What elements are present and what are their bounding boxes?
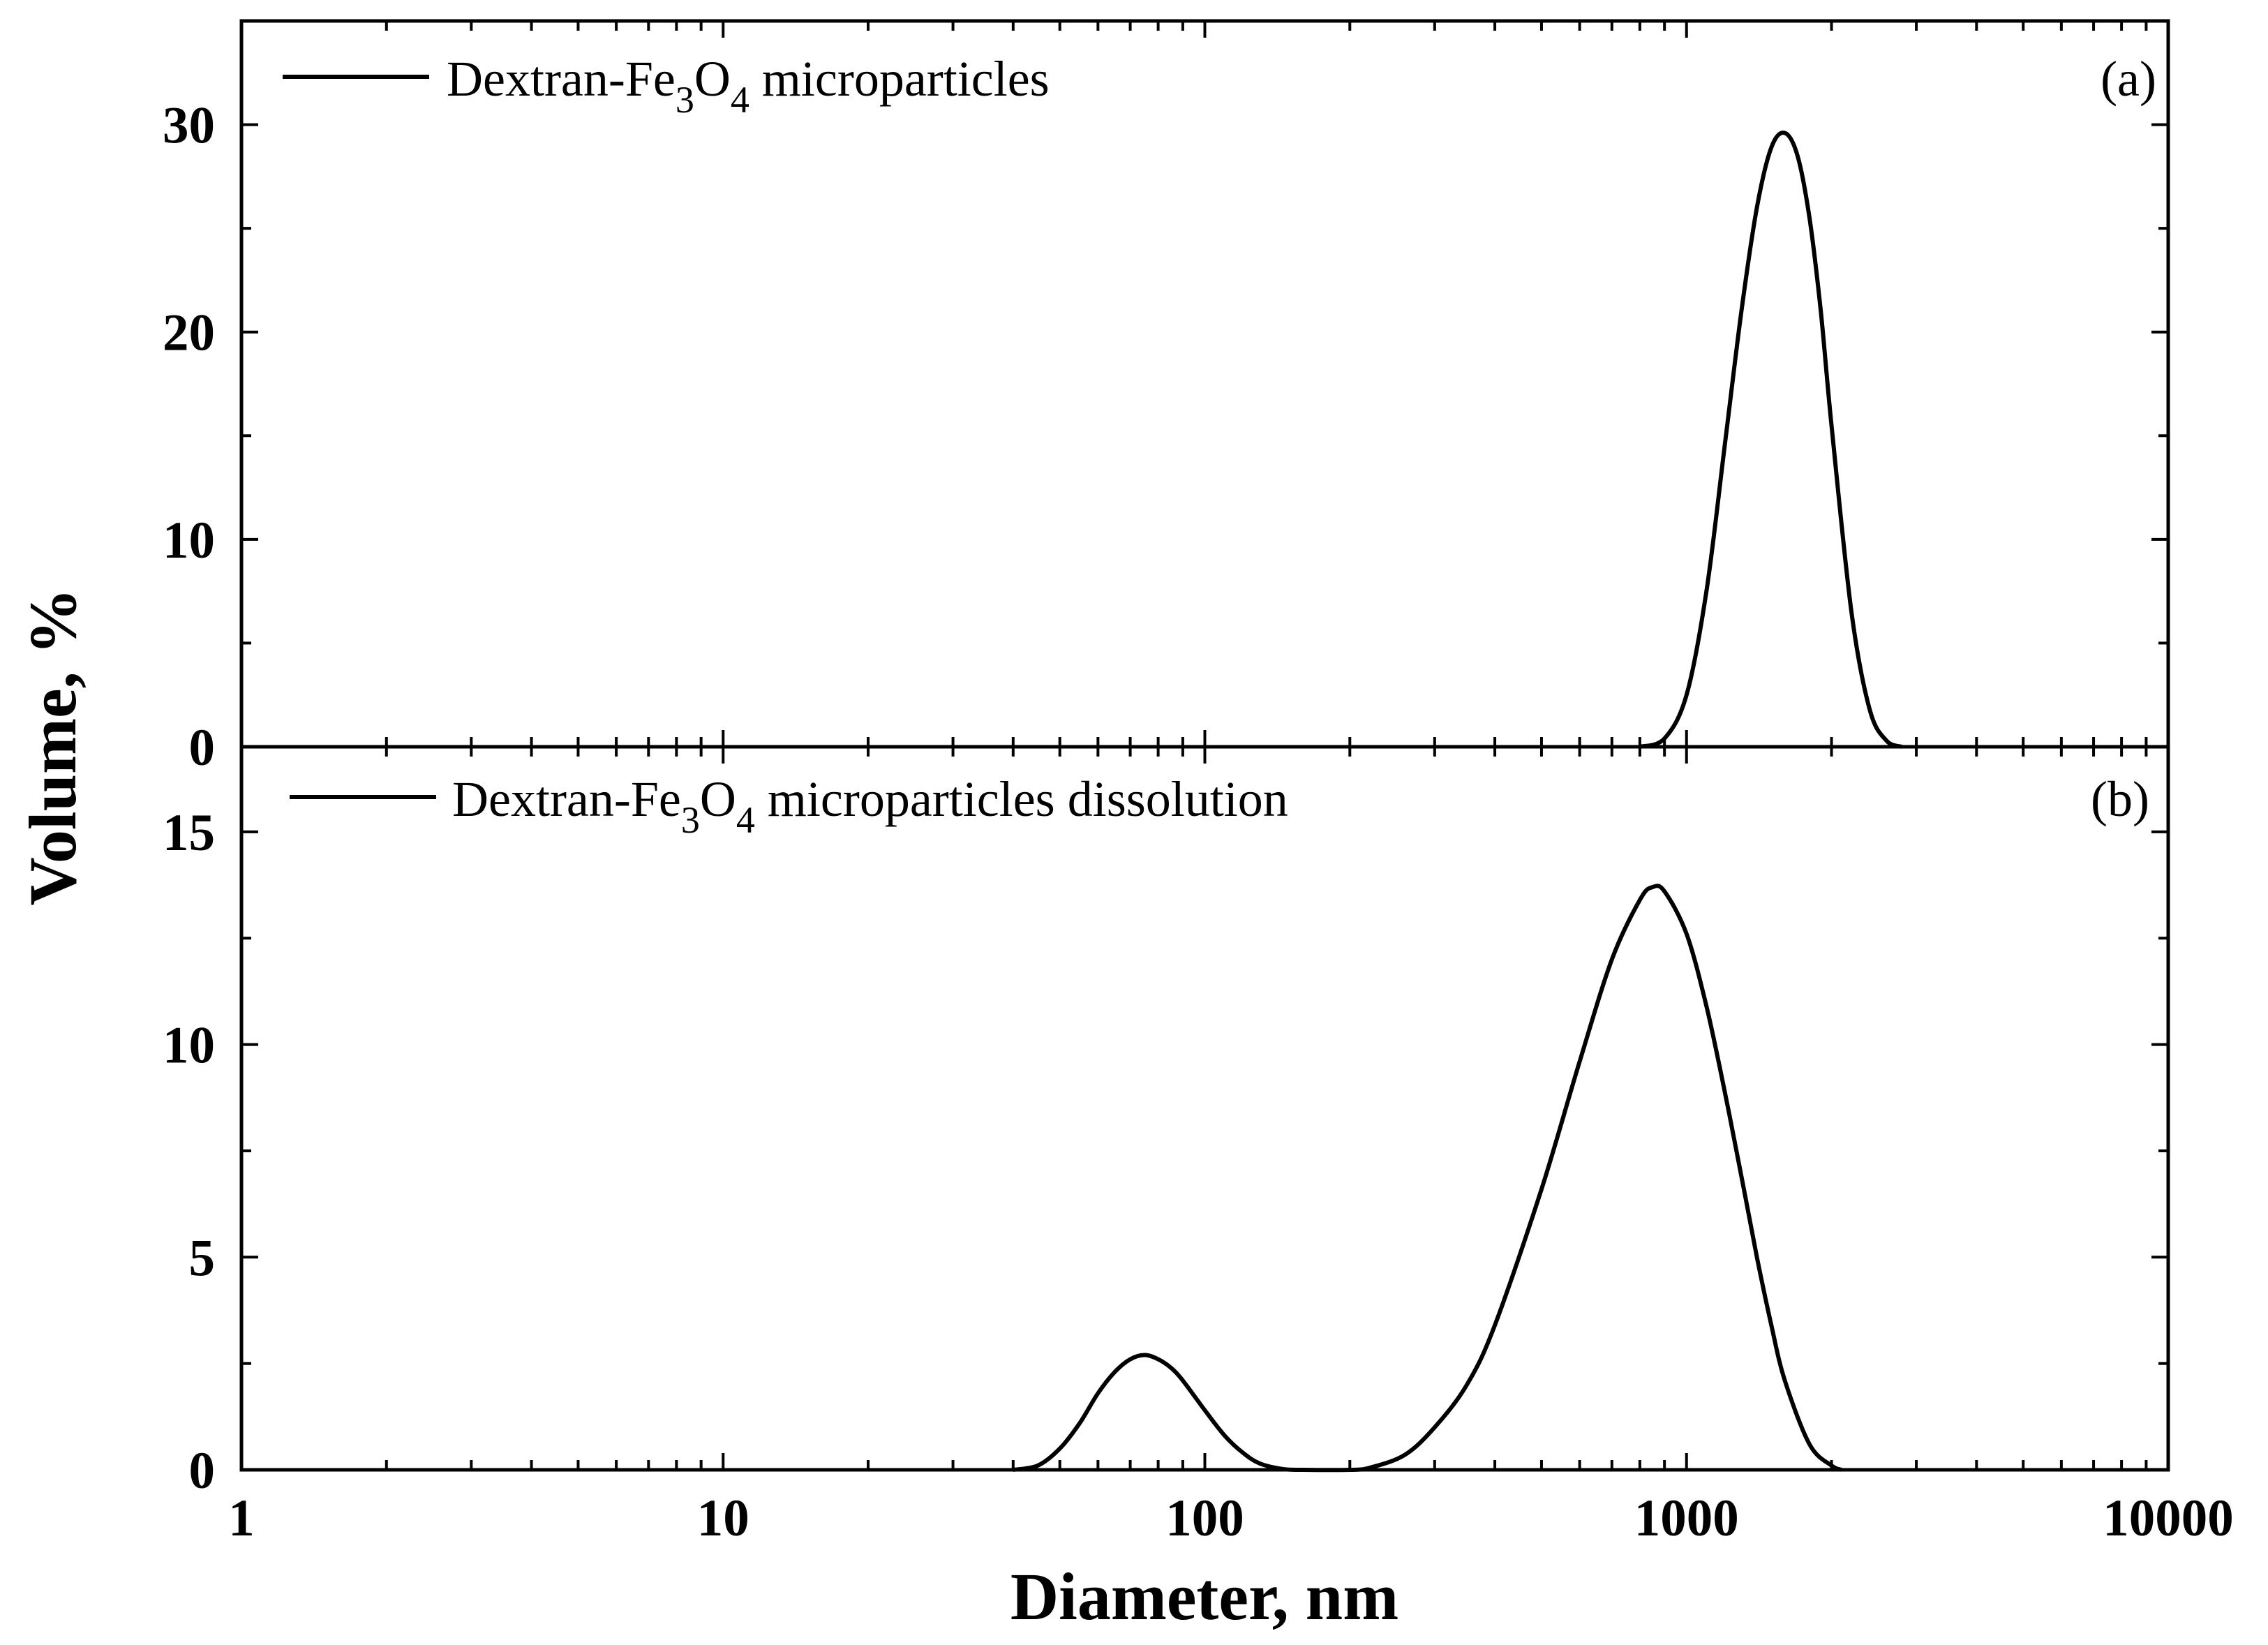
- y-tick-label: 5: [189, 1229, 216, 1287]
- panel-b-frame: [239, 745, 2170, 1472]
- tick-labels: 0 10 20 30 0 5 10 15 1 10 100 1000 10000: [163, 97, 2234, 1547]
- y-tick-label: 20: [163, 304, 215, 362]
- y-tick-label: 30: [163, 97, 215, 155]
- series-line-panel-a: [1639, 131, 1903, 749]
- x-tick-label: 10: [697, 1489, 749, 1547]
- x-tick-label: 100: [1165, 1489, 1244, 1547]
- x-tick-label: 10000: [2103, 1489, 2234, 1547]
- legend-a-label: Dextran-Fe3O4 microparticles: [447, 51, 1050, 121]
- panel-b-label: (b): [2091, 771, 2149, 827]
- y-tick-label: 10: [163, 512, 215, 570]
- y-tick-label: 0: [189, 1442, 216, 1500]
- y-tick-label: 0: [189, 719, 216, 777]
- y-axis-title: Volume, %: [15, 588, 90, 905]
- y-tick-label: 15: [163, 804, 215, 862]
- curves: [1013, 131, 1903, 1473]
- x-tick-label: 1: [228, 1489, 255, 1547]
- y-tick-label: 10: [163, 1017, 215, 1075]
- legend-b-label: Dextran-Fe3O4 microparticles dissolution: [452, 771, 1288, 841]
- panel-a-frame: [239, 19, 2170, 749]
- panel-a-label: (a): [2101, 51, 2156, 107]
- series-line-panel-b: [1013, 884, 1843, 1473]
- x-axis-title: Diameter, nm: [1010, 1559, 1398, 1634]
- ticks: [240, 20, 2168, 1471]
- x-tick-label: 1000: [1634, 1489, 1739, 1547]
